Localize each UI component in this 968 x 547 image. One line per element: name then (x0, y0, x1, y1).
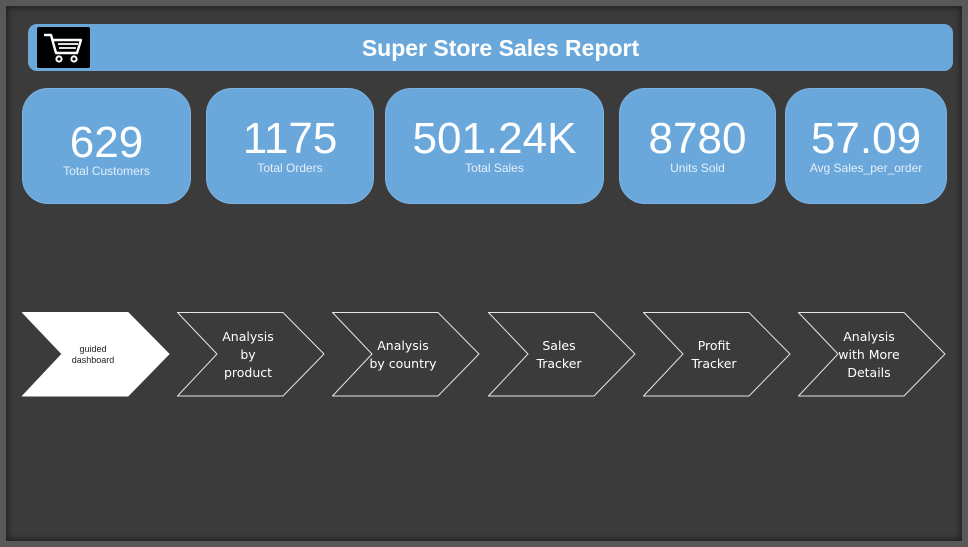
nav-label: Analysis by country (369, 337, 437, 371)
kpi-value: 501.24K (412, 114, 577, 163)
nav-guided-dashboard-button[interactable]: guided dashboard (22, 312, 170, 397)
chevron-shape (488, 312, 636, 397)
nav-sales-tracker-button[interactable]: Sales Tracker (488, 312, 636, 397)
shopping-cart-icon (37, 27, 90, 68)
nav-label: Analysis by product (222, 328, 274, 380)
nav-label: Profit Tracker (691, 337, 737, 371)
chevron-shape (22, 312, 170, 397)
kpi-label: Units Sold (670, 161, 725, 175)
report-header: Super Store Sales Report (28, 24, 953, 71)
nav-label: Sales Tracker (536, 337, 582, 371)
nav-analysis-more-details-button[interactable]: Analysis with More Details (798, 312, 946, 397)
chevron-shape (643, 312, 791, 397)
chevron-shape (332, 312, 480, 397)
kpi-value: 8780 (648, 114, 747, 163)
kpi-value: 1175 (242, 114, 338, 163)
nav-analysis-by-country-button[interactable]: Analysis by country (332, 312, 480, 397)
chevron-shape (798, 312, 946, 397)
kpi-label: Total Sales (465, 161, 524, 175)
nav-analysis-by-product-button[interactable]: Analysis by product (177, 312, 325, 397)
page-title: Super Store Sales Report (361, 35, 640, 61)
kpi-card-total-customers: 629 Total Customers (22, 88, 191, 204)
nav-label: guided dashboard (71, 343, 115, 365)
kpi-card-avg-sales-per-order: 57.09 Avg Sales_per_order (785, 88, 947, 204)
kpi-value: 57.09 (810, 114, 922, 163)
nav-label: Analysis with More Details (838, 328, 900, 380)
kpi-card-units-sold: 8780 Units Sold (619, 88, 776, 204)
kpi-label: Total Customers (63, 164, 150, 178)
kpi-label: Avg Sales_per_order (809, 161, 923, 175)
chevron-shape (177, 312, 325, 397)
kpi-card-total-sales: 501.24K Total Sales (385, 88, 604, 204)
kpi-value: 629 (69, 118, 144, 167)
kpi-card-total-orders: 1175 Total Orders (206, 88, 374, 204)
nav-profit-tracker-button[interactable]: Profit Tracker (643, 312, 791, 397)
kpi-label: Total Orders (257, 161, 323, 175)
